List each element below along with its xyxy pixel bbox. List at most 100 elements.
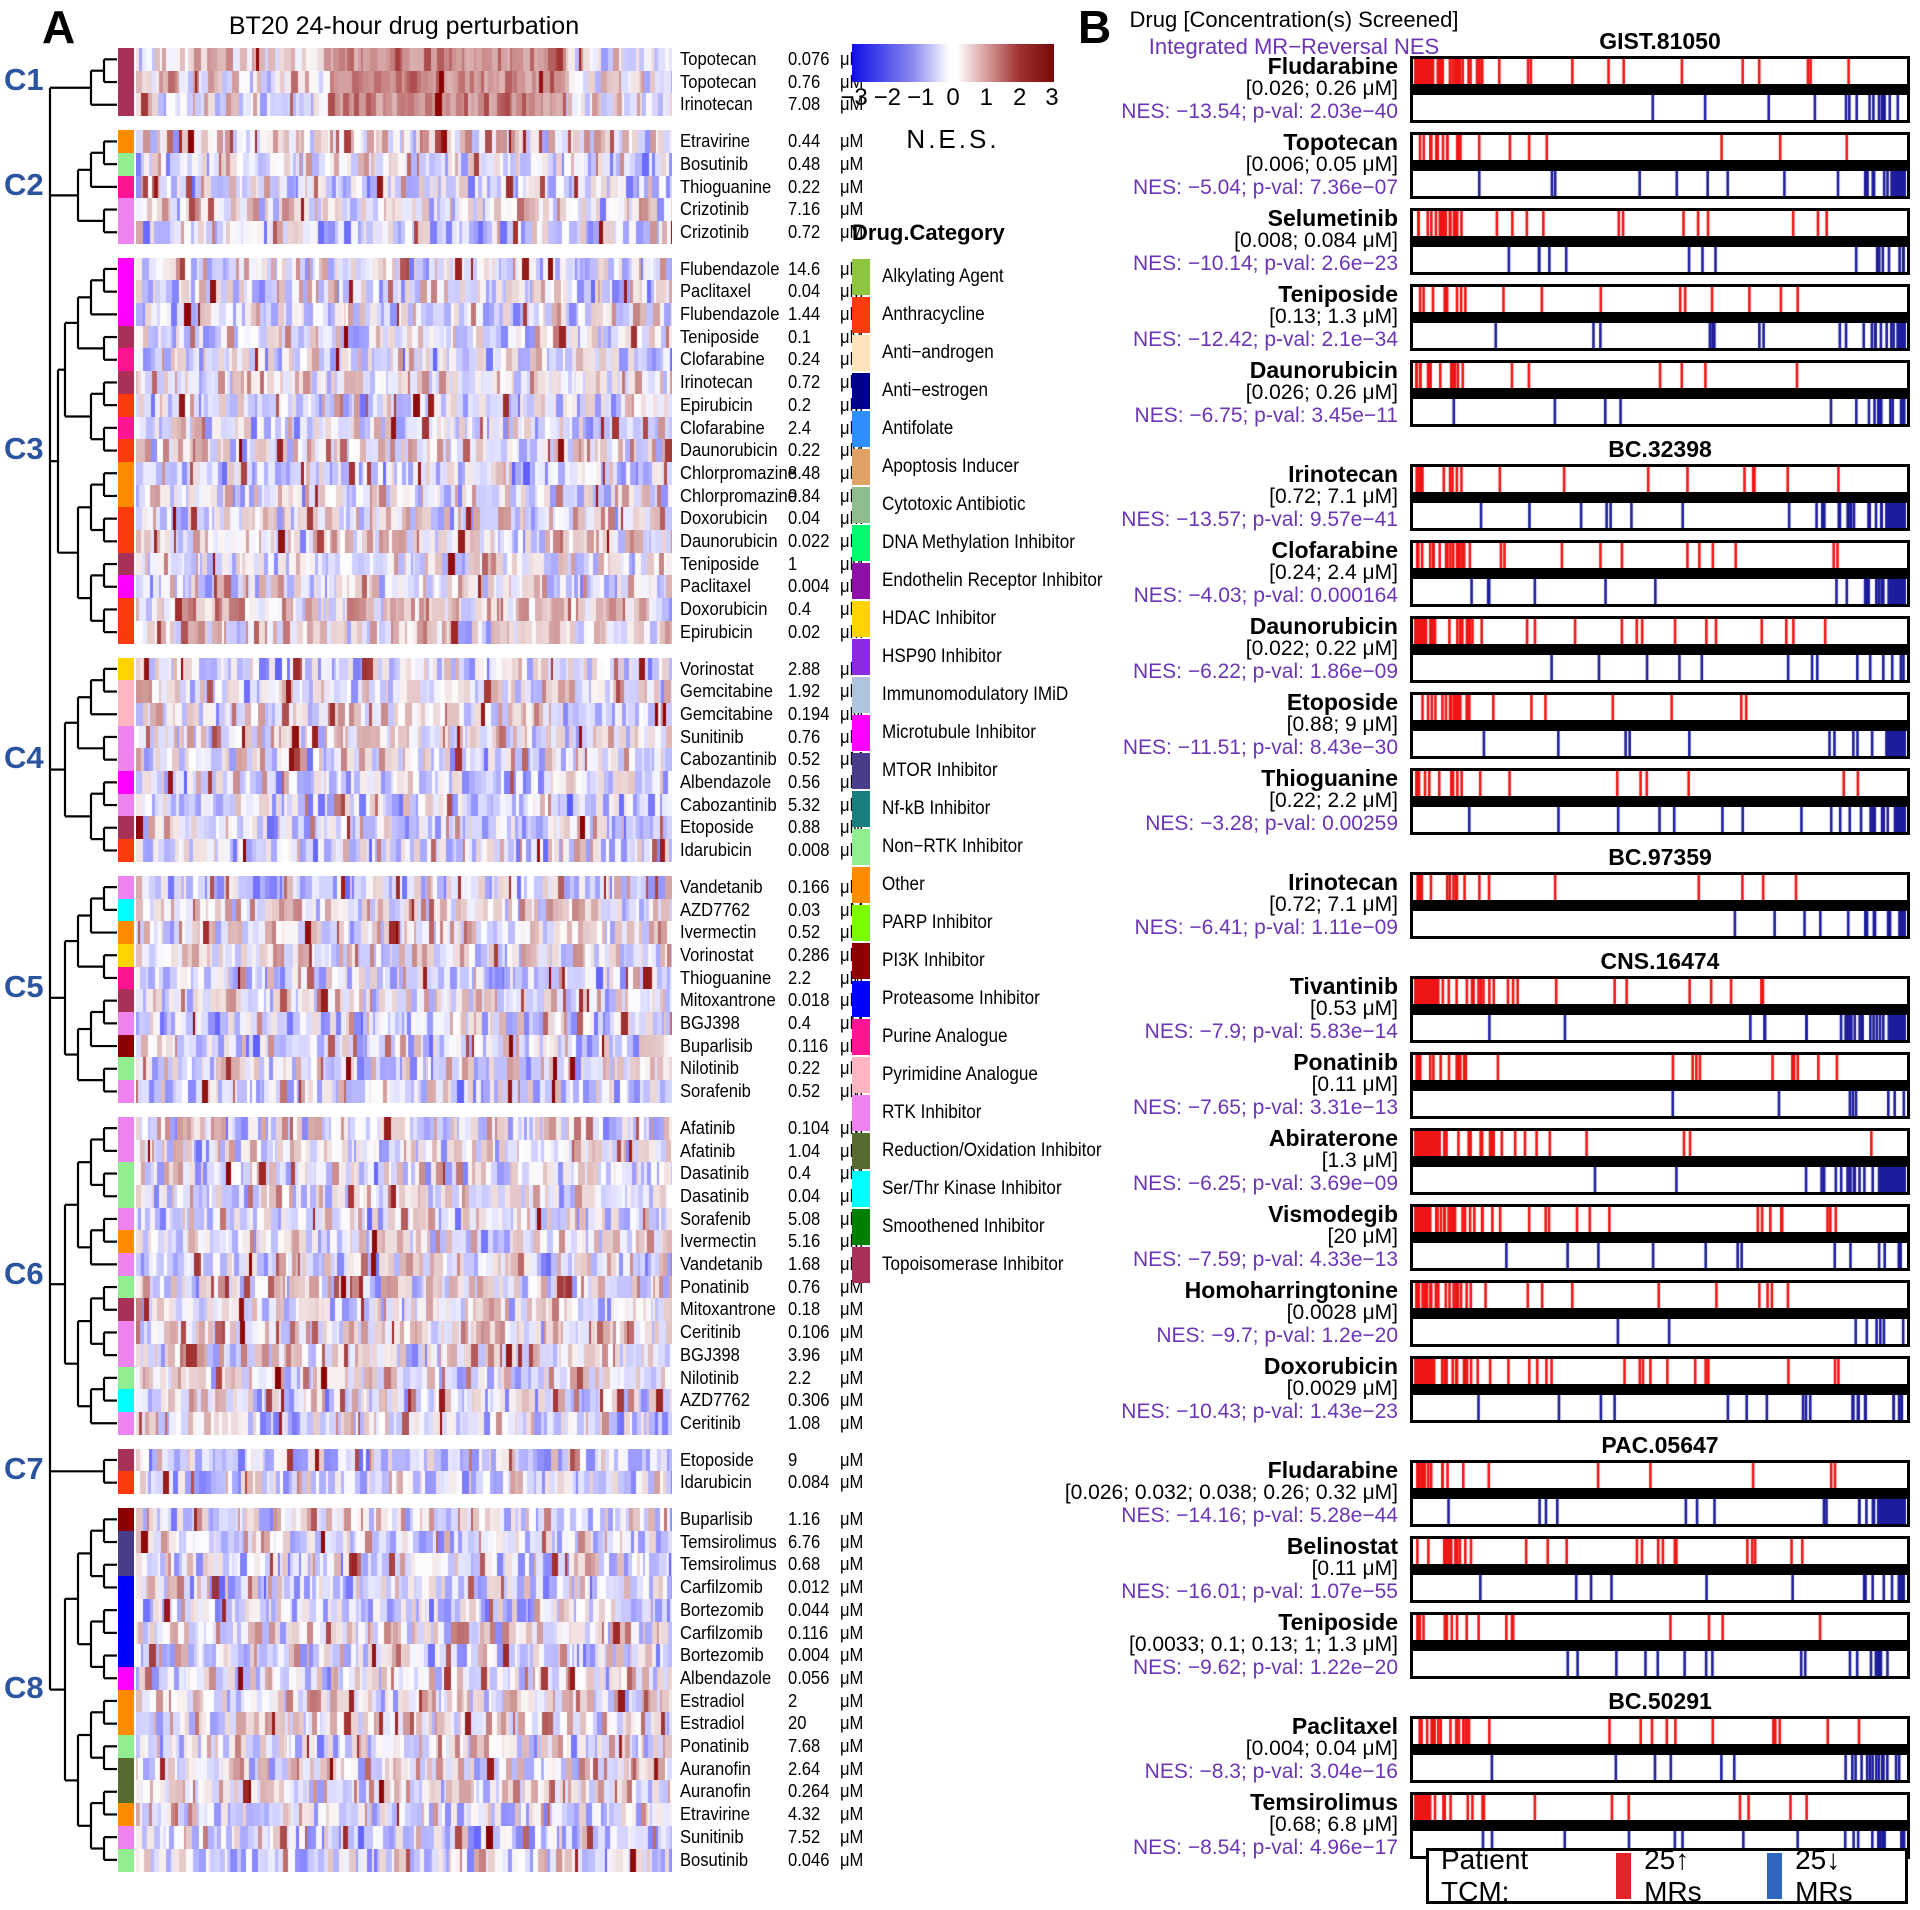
legend-swatch xyxy=(852,1019,870,1055)
down-mrs-barcode xyxy=(1410,1163,1910,1195)
heatmap-row-strip xyxy=(136,1057,672,1081)
down-mrs-ticks xyxy=(1413,170,1907,196)
entry-drug-name: Thioguanine xyxy=(1261,765,1398,791)
category-chip xyxy=(118,130,134,154)
drug-entry: Teniposide [0.0033; 0.1; 0.13; 1; 1.3 μM]… xyxy=(1078,1610,1920,1680)
entry-drug-name: Doxorubicin xyxy=(1263,1353,1398,1379)
concentration-label: 0.76 xyxy=(788,726,821,747)
legend-items: Alkylating Agent Anthracycline Anti−androg… xyxy=(852,258,1132,1284)
category-chip xyxy=(118,461,134,485)
entry-nes-pval: NES: −16.01; p-val: 1.07e−55 xyxy=(1121,1580,1398,1603)
category-chip xyxy=(118,507,134,531)
up-mrs-barcode xyxy=(1410,1279,1910,1311)
drug-label: Estradiol xyxy=(680,1713,745,1734)
heatmap-row-strip xyxy=(136,1598,672,1622)
concentration-label: 0.022 xyxy=(788,531,830,551)
up-mrs-barcode xyxy=(1410,131,1910,163)
legend-item: Apoptosis Inducer xyxy=(852,448,1132,486)
colorbar-tick: 0 xyxy=(946,84,960,111)
down-mrs-barcode xyxy=(1410,727,1910,759)
concentration-label: 2 xyxy=(788,1690,798,1711)
heatmap-row: Crizotinib 7.16 μM xyxy=(0,198,1075,222)
entry-concentration: [0.88; 9 μM] xyxy=(1286,713,1398,736)
heatmap-row-strip xyxy=(136,1576,672,1600)
heatmap-row-strip xyxy=(136,1530,672,1554)
entry-concentration: [0.0033; 0.1; 0.13; 1; 1.3 μM] xyxy=(1129,1633,1398,1656)
cluster-label: C3 xyxy=(4,431,44,466)
category-chip xyxy=(118,1689,134,1713)
drug-label: Afatinib xyxy=(680,1140,736,1161)
unit-label: μM xyxy=(840,1667,864,1688)
concentration-label: 1.44 xyxy=(788,304,821,324)
heatmap-row-strip xyxy=(136,1343,672,1367)
category-chip xyxy=(118,1253,134,1276)
down-mrs-barcode xyxy=(1410,575,1910,607)
heatmap-rows: Topotecan0.076μMTopotecan0.76μMIrinoteca… xyxy=(0,48,1075,1872)
unit-label: μM xyxy=(840,1344,864,1365)
drug-label: Irinotecan xyxy=(680,372,753,393)
entry-concentration: [0.11 μM] xyxy=(1311,1073,1398,1096)
drug-label: Flubendazole xyxy=(680,304,780,324)
colorbar-gradient xyxy=(852,44,1054,82)
drug-label: Teniposide xyxy=(680,326,760,347)
heatmap-row-strip xyxy=(136,1689,672,1713)
up-mrs-ticks xyxy=(1413,618,1907,644)
category-chip xyxy=(118,1553,134,1577)
legend-label: DNA Methylation Inhibitor xyxy=(882,532,1075,553)
unit-label: μM xyxy=(840,94,864,115)
heatmap-row: Bosutinib 0.48 μM xyxy=(0,152,1075,176)
barcode-pair xyxy=(1410,1715,1910,1783)
barcode-separator xyxy=(1410,646,1910,652)
cluster-label: C2 xyxy=(4,167,44,202)
barcode-separator xyxy=(1410,314,1910,320)
heatmap-row: BGJ398 3.96 μM xyxy=(0,1343,1075,1367)
category-chip xyxy=(118,439,134,463)
legend-item: HSP90 Inhibitor xyxy=(852,638,1132,676)
category-chip xyxy=(118,70,134,94)
legend-item: Ser/Thr Kinase Inhibitor xyxy=(852,1170,1132,1208)
unit-label: μM xyxy=(840,1531,864,1552)
category-chip xyxy=(118,1411,134,1435)
category-chip xyxy=(118,1448,134,1472)
legend-item: Proteasome Inhibitor xyxy=(852,980,1132,1018)
heatmap-row: Estradiol 2 μM xyxy=(0,1689,1075,1713)
drug-entry: Selumetinib [0.008; 0.084 μM] NES: −10.14;… xyxy=(1078,206,1920,276)
drug-label: Sunitinib xyxy=(680,1826,744,1847)
concentration-label: 8.48 xyxy=(788,462,821,483)
heatmap-row: Etravirine 0.44 μM xyxy=(0,130,1075,154)
category-chip xyxy=(118,921,134,945)
down-mrs-barcode xyxy=(1410,243,1910,275)
drug-label: Mitoxantrone xyxy=(680,1299,776,1320)
heatmap-row-strip xyxy=(136,898,672,922)
down-mrs-barcode xyxy=(1410,1315,1910,1347)
heatmap-row-strip xyxy=(136,680,672,704)
entry-text: Teniposide [0.13; 1.3 μM] NES: −12.42; p-v… xyxy=(1078,282,1398,352)
unit-label: μM xyxy=(840,1645,864,1666)
category-chip xyxy=(118,1644,134,1668)
heatmap-row-strip xyxy=(136,1666,672,1690)
colorbar-tick: −3 xyxy=(840,84,868,111)
down-mrs-barcode xyxy=(1410,651,1910,683)
heatmap-row-strip xyxy=(136,1184,672,1208)
drug-label: Teniposide xyxy=(680,553,760,574)
drug-label: Paclitaxel xyxy=(680,576,751,597)
entry-drug-name: Fludarabine xyxy=(1267,53,1398,79)
unit-label: μM xyxy=(840,1713,864,1734)
category-chip xyxy=(118,1275,134,1299)
concentration-label: 0.76 xyxy=(788,71,821,92)
unit-label: μM xyxy=(840,1758,864,1779)
category-chip xyxy=(118,1184,134,1208)
entry-text: Ponatinib [0.11 μM] NES: −7.65; p-val: 3.3… xyxy=(1078,1050,1398,1120)
category-chip xyxy=(118,1321,134,1345)
category-chip xyxy=(118,793,134,817)
category-chip xyxy=(118,1530,134,1554)
up-mrs-ticks xyxy=(1413,1614,1907,1640)
